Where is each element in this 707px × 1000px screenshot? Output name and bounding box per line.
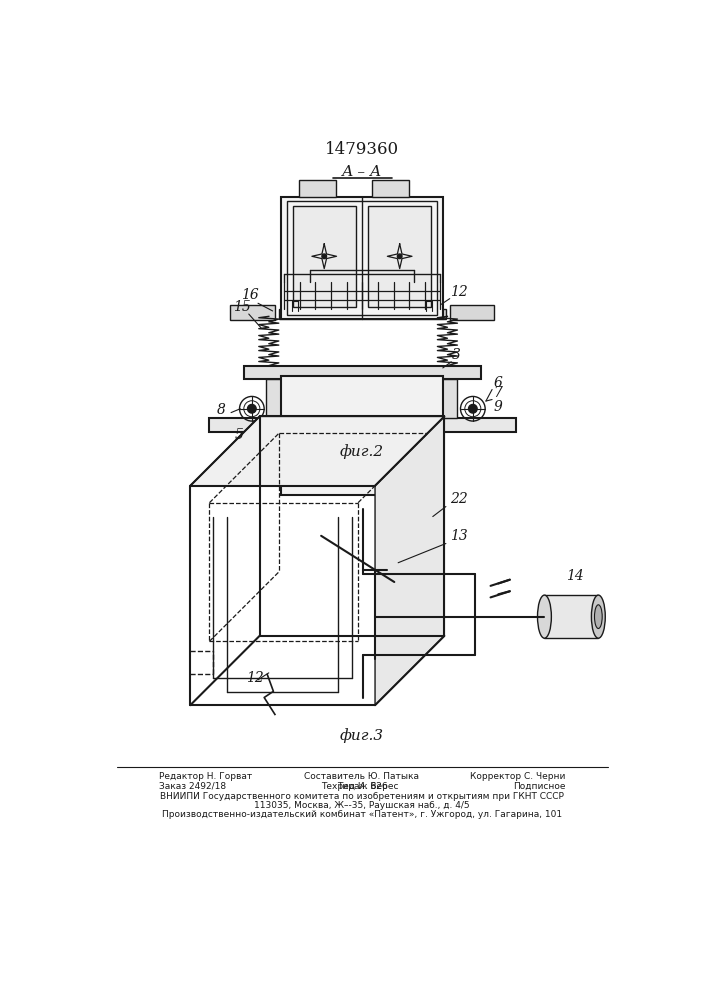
Text: Тираж 626: Тираж 626 xyxy=(337,782,387,791)
Text: фиг.2: фиг.2 xyxy=(340,444,384,459)
Text: Техред И. Верес: Техред И. Верес xyxy=(321,782,399,791)
Bar xyxy=(281,376,443,495)
Text: 3: 3 xyxy=(452,348,461,362)
Text: 14: 14 xyxy=(566,569,584,583)
Text: Подписное: Подписное xyxy=(513,782,565,791)
Text: Производственно-издательский комбинат «Патент», г. Ужгород, ул. Гагарина, 101: Производственно-издательский комбинат «П… xyxy=(162,810,562,819)
Text: 13: 13 xyxy=(450,529,468,543)
Text: Составитель Ю. Патыка: Составитель Ю. Патыка xyxy=(305,772,419,781)
Polygon shape xyxy=(375,416,444,705)
Text: А – А: А – А xyxy=(341,165,382,179)
Ellipse shape xyxy=(592,595,605,638)
Bar xyxy=(544,595,598,638)
Bar xyxy=(281,197,443,319)
Bar xyxy=(209,418,516,432)
Bar xyxy=(299,180,336,197)
Bar xyxy=(244,366,481,379)
Bar xyxy=(368,206,431,307)
Bar xyxy=(287,201,437,315)
Text: Корректор С. Черни: Корректор С. Черни xyxy=(470,772,565,781)
Text: ВНИИПИ Государственного комитета по изобретениям и открытиям при ГКНТ СССР: ВНИИПИ Государственного комитета по изоб… xyxy=(160,792,564,801)
Text: Заказ 2492/18: Заказ 2492/18 xyxy=(160,782,226,791)
Circle shape xyxy=(469,404,477,413)
Bar xyxy=(440,379,457,418)
Text: фиг.3: фиг.3 xyxy=(340,729,384,743)
Ellipse shape xyxy=(537,595,551,638)
Bar xyxy=(372,180,409,197)
Text: 9: 9 xyxy=(493,400,503,414)
Circle shape xyxy=(322,254,327,259)
Circle shape xyxy=(247,404,256,413)
Text: Редактор Н. Горват: Редактор Н. Горват xyxy=(160,772,252,781)
Text: 16: 16 xyxy=(241,288,259,302)
Text: 15: 15 xyxy=(233,300,251,314)
Text: 1479360: 1479360 xyxy=(325,141,399,158)
Circle shape xyxy=(397,254,402,259)
Bar xyxy=(279,309,446,319)
Text: 7: 7 xyxy=(493,386,503,400)
Text: 5: 5 xyxy=(235,428,244,442)
Text: 12: 12 xyxy=(450,285,468,299)
Bar xyxy=(450,305,494,320)
Bar xyxy=(230,305,275,320)
Ellipse shape xyxy=(595,605,602,629)
Bar xyxy=(266,379,283,418)
Text: 8: 8 xyxy=(217,403,226,417)
Text: 22: 22 xyxy=(450,492,468,506)
Text: 6: 6 xyxy=(493,376,503,390)
Text: 12: 12 xyxy=(246,671,264,685)
Bar xyxy=(293,206,356,307)
Polygon shape xyxy=(190,416,444,486)
Text: 113035, Москва, Ж–-35, Раушская наб., д. 4/5: 113035, Москва, Ж–-35, Раушская наб., д.… xyxy=(254,801,469,810)
